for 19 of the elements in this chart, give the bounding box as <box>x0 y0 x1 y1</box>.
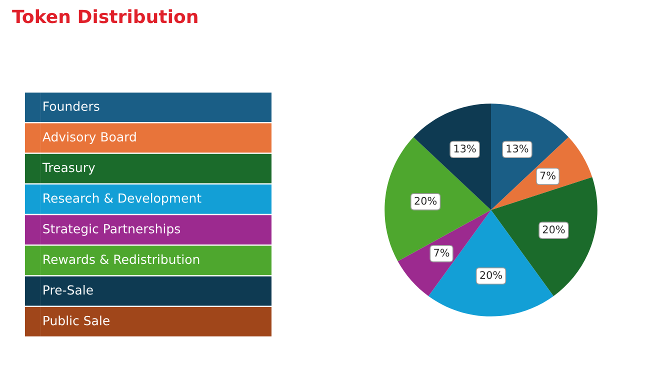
legend-label: Strategic Partnerships <box>43 224 180 236</box>
data-label: 20% <box>414 196 437 205</box>
legend-label: Founders <box>44 101 100 111</box>
legend-label: Pre-Sale <box>44 285 93 295</box>
data-label: 13% <box>506 144 528 152</box>
legend-label: Public Sale <box>44 316 110 326</box>
data-label: 20% <box>542 226 565 234</box>
data-label: 7% <box>434 248 450 257</box>
legend-label: Advisory Board <box>42 132 136 144</box>
pie-slice <box>491 104 569 210</box>
pie-slice <box>384 137 491 262</box>
pie-slice <box>413 104 491 210</box>
legend-label: Treasury <box>42 162 95 175</box>
chart-title: Token Distribution <box>12 9 198 24</box>
data-label: 13% <box>454 144 476 152</box>
data-label: 20% <box>480 271 502 279</box>
legend-label: Research & Development <box>44 193 202 206</box>
data-label: 7% <box>540 172 556 180</box>
legend-label: Rewards & Redistribution <box>44 254 200 264</box>
